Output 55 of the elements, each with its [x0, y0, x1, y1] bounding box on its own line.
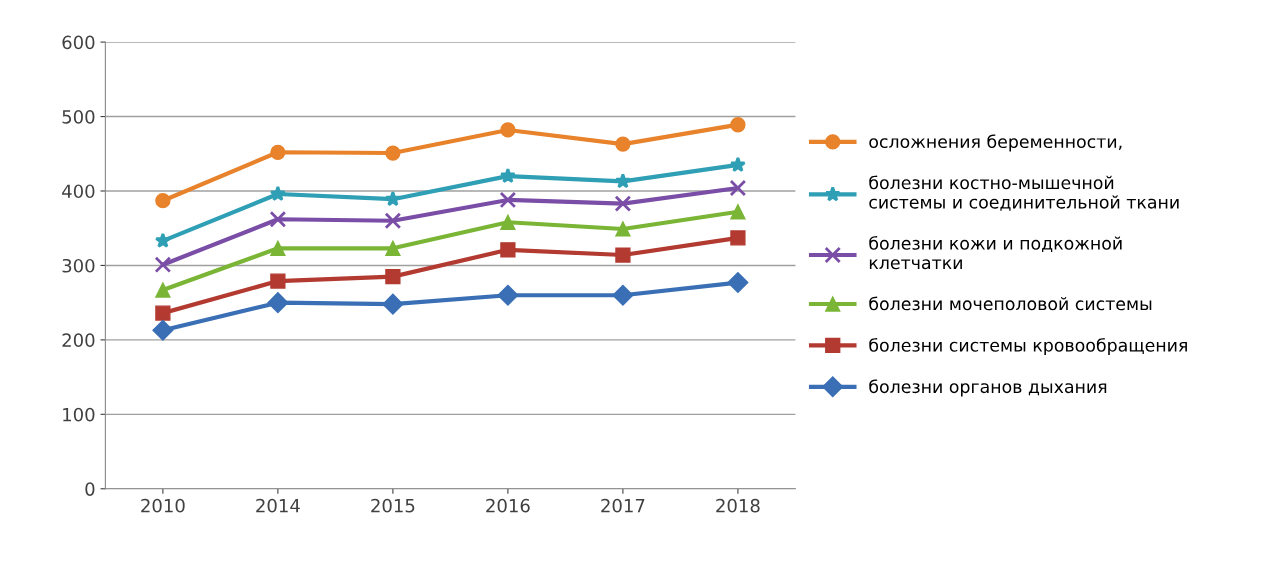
point	[499, 191, 517, 209]
legend-label: болезни системы кровообращения	[869, 337, 1187, 356]
point	[270, 240, 286, 256]
y-tick-label: 300	[62, 258, 95, 273]
point	[385, 240, 401, 256]
x-tick-label: 2016	[486, 498, 530, 513]
point	[269, 185, 286, 201]
legend-label: осложнения беременности,	[869, 134, 1122, 152]
point	[154, 256, 172, 274]
legend-label: болезни кожи и подкожной клетчатки	[869, 236, 1122, 270]
point	[730, 230, 746, 246]
point	[500, 242, 516, 258]
point	[727, 272, 749, 294]
point	[385, 268, 401, 285]
point	[270, 144, 286, 160]
point	[155, 305, 171, 321]
x-tick-label: 2014	[256, 498, 300, 513]
point	[270, 273, 286, 289]
point	[269, 210, 287, 228]
point	[614, 195, 632, 212]
y-tick-label: 500	[62, 110, 95, 124]
point	[730, 204, 746, 220]
point	[729, 179, 747, 197]
point	[615, 247, 631, 263]
point	[155, 282, 171, 298]
y-tick-label: 400	[62, 184, 95, 199]
point	[155, 193, 171, 209]
y-tick-label: 0	[85, 482, 95, 496]
x-tick-label: 2018	[716, 498, 760, 513]
point	[500, 122, 516, 138]
point	[152, 319, 174, 341]
point	[612, 284, 634, 306]
point	[615, 221, 631, 237]
point	[730, 117, 746, 133]
point	[384, 190, 401, 207]
point	[500, 214, 516, 230]
y-tick-label: 200	[62, 333, 95, 347]
point	[384, 212, 402, 230]
point	[382, 293, 404, 315]
y-tick-label: 600	[62, 35, 95, 50]
y-tick-label: 100	[63, 407, 95, 422]
point	[154, 232, 171, 248]
x-tick-label: 2015	[371, 498, 415, 513]
point	[385, 145, 401, 161]
point	[499, 167, 516, 184]
x-tick-label: 2010	[141, 498, 185, 513]
point	[267, 292, 289, 314]
legend-label: болезни органов дыхания	[869, 379, 1107, 397]
legend-label: болезни костно-мышечной системы и соединительной ткани	[869, 175, 1179, 211]
point	[615, 136, 631, 152]
point	[614, 172, 631, 189]
legend-label: болезни мочеполовой системы	[869, 296, 1152, 311]
x-tick-label: 2017	[601, 498, 645, 513]
point	[497, 284, 519, 306]
point	[729, 156, 746, 172]
